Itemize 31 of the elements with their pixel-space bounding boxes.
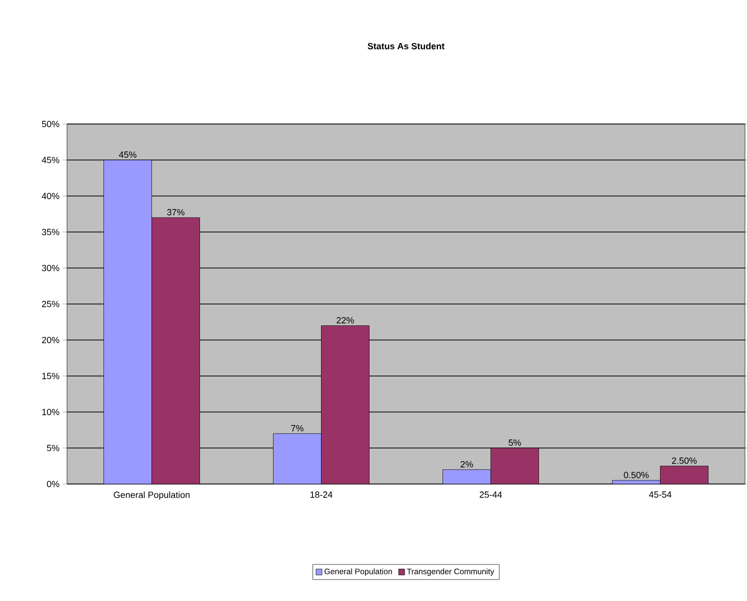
x-tick-label: 45-54 (648, 491, 672, 498)
bar (660, 466, 708, 484)
y-tick-label: 45% (42, 156, 60, 164)
y-tick-label: 35% (42, 228, 60, 236)
data-label: 22% (336, 317, 354, 324)
y-tick-label: 30% (42, 264, 60, 272)
bar (490, 448, 539, 484)
data-label: 45% (118, 151, 136, 158)
x-tick-label: General Population (114, 491, 190, 500)
y-tick-label: 25% (42, 300, 60, 308)
y-tick-label: 15% (42, 372, 60, 380)
x-tick-label: 25-44 (480, 491, 502, 498)
bar (152, 217, 200, 484)
data-label: 2.50% (672, 457, 697, 464)
data-label: 5% (508, 439, 521, 446)
y-tick-label: 5% (46, 444, 60, 452)
bar (273, 433, 322, 484)
y-tick-label: 0% (46, 480, 60, 488)
y-tick-label: 50% (42, 120, 60, 128)
bar (321, 325, 370, 484)
y-tick-label: 20% (42, 336, 60, 344)
chart-title: Status As Student (368, 42, 444, 50)
data-label: 37% (167, 209, 184, 216)
data-label: 0.50% (624, 472, 649, 478)
x-tick-label: 18-24 (310, 491, 332, 498)
bar (104, 160, 152, 484)
data-label: 7% (291, 425, 304, 432)
data-label: 2% (460, 461, 473, 468)
bar (442, 469, 491, 484)
y-tick-label: 10% (42, 408, 60, 416)
y-tick-label: 40% (42, 192, 60, 200)
